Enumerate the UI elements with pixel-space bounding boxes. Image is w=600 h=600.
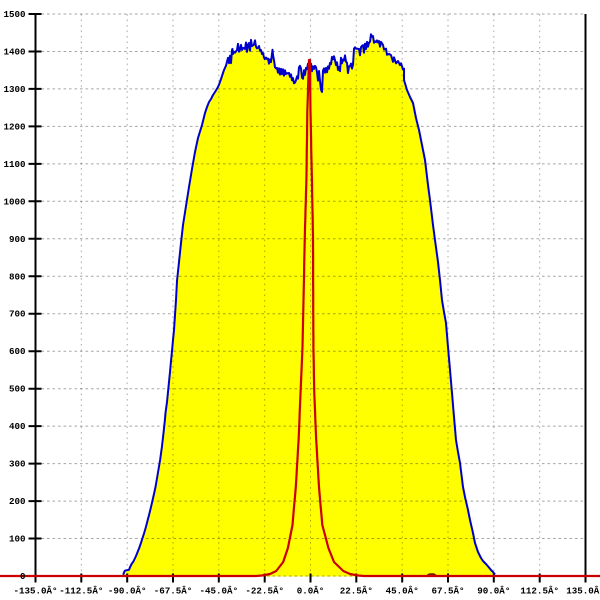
svg-text:100: 100 (9, 534, 26, 545)
svg-text:200: 200 (9, 496, 26, 507)
svg-text:-112.5Â°: -112.5Â° (59, 586, 103, 597)
svg-text:1200: 1200 (3, 121, 25, 132)
svg-text:0.0Â°: 0.0Â° (297, 586, 325, 597)
svg-text:1400: 1400 (3, 47, 25, 58)
svg-text:22.5Â°: 22.5Â° (340, 586, 373, 597)
svg-text:300: 300 (9, 459, 26, 470)
svg-text:-67.5Â°: -67.5Â° (154, 586, 193, 597)
svg-text:90.0Â°: 90.0Â° (477, 586, 510, 597)
svg-text:112.5Â°: 112.5Â° (520, 586, 559, 597)
svg-text:600: 600 (9, 346, 26, 357)
svg-text:1300: 1300 (3, 84, 25, 95)
svg-text:800: 800 (9, 271, 26, 282)
svg-text:500: 500 (9, 384, 26, 395)
svg-text:45.0Â°: 45.0Â° (386, 586, 419, 597)
svg-text:900: 900 (9, 234, 26, 245)
svg-text:-135.0Â°: -135.0Â° (13, 586, 57, 597)
svg-text:135.0Â°: 135.0Â° (566, 586, 600, 597)
svg-text:1500: 1500 (3, 9, 25, 20)
svg-text:0: 0 (20, 571, 26, 582)
svg-text:-90.0Â°: -90.0Â° (108, 586, 147, 597)
svg-text:400: 400 (9, 421, 26, 432)
svg-text:1000: 1000 (3, 196, 25, 207)
svg-text:700: 700 (9, 309, 26, 320)
svg-text:1100: 1100 (3, 159, 25, 170)
svg-text:67.5Â°: 67.5Â° (431, 586, 464, 597)
svg-text:-22.5Â°: -22.5Â° (245, 586, 284, 597)
svg-text:-45.0Â°: -45.0Â° (199, 586, 238, 597)
